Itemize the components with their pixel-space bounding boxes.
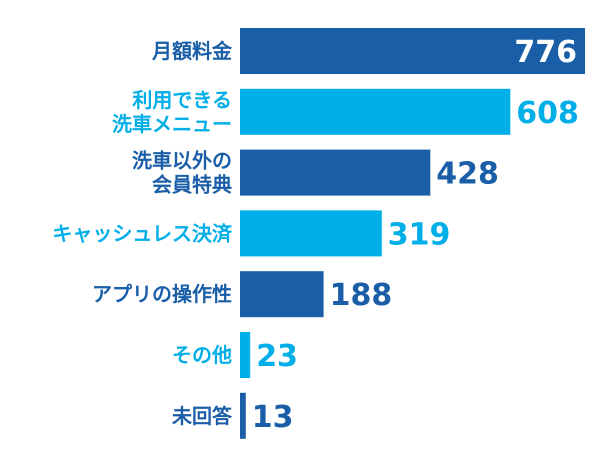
category-label-1: 利用できる洗車メニュー [112,88,232,136]
category-labels-group: 月額料金利用できる洗車メニュー洗車以外の会員特典キャッシュレス決済アプリの操作性… [52,39,233,428]
value-labels-group: 776 608 428 319 188 23 13 [252,35,579,435]
category-label-2: 洗車以外の会員特典 [132,149,232,197]
value-label-1: 608 [516,96,579,131]
value-label-4: 188 [330,278,393,313]
category-label-2-line-1: 会員特典 [152,173,232,197]
value-label-0: 776 [514,35,577,70]
value-label-3: 319 [388,217,451,252]
category-label-3: キャッシュレス決済 [52,221,233,245]
bar-6 [240,392,246,439]
bar-3 [240,210,382,257]
category-label-5-line-0: その他 [172,343,232,367]
value-label-2: 428 [436,157,499,192]
category-label-5: その他 [172,343,232,367]
category-label-6: 未回答 [172,404,233,428]
category-label-1-line-0: 利用できる [132,88,232,112]
category-label-0: 月額料金 [151,39,233,63]
bars-group [240,28,585,439]
category-label-4-line-0: アプリの操作性 [92,282,232,306]
category-label-1-line-1: 洗車メニュー [112,112,232,136]
value-label-6: 13 [252,400,294,435]
category-label-2-line-0: 洗車以外の [132,149,232,173]
category-label-4: アプリの操作性 [92,282,232,306]
category-label-0-line-0: 月額料金 [151,39,233,63]
category-label-3-line-0: キャッシュレス決済 [52,221,233,245]
category-label-6-line-0: 未回答 [172,404,233,428]
bar-0 [240,28,585,74]
bar-5 [240,332,251,378]
bar-1 [240,88,511,135]
bar-2 [240,149,431,196]
bar-4 [240,271,324,318]
value-label-5: 23 [256,339,298,374]
